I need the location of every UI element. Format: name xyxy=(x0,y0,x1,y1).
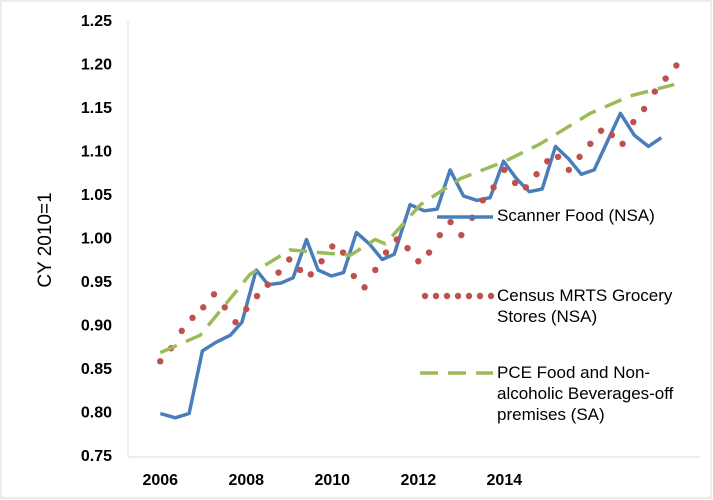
legend-marker xyxy=(454,292,462,300)
data-point xyxy=(393,236,400,243)
y-tick-label: 0.85 xyxy=(81,361,112,378)
data-point xyxy=(565,166,573,174)
data-point xyxy=(318,258,325,265)
y-tick-label: 0.95 xyxy=(81,274,112,291)
data-point xyxy=(404,245,411,252)
data-point xyxy=(490,184,497,191)
y-tick-label: 1.25 xyxy=(81,13,112,30)
data-point xyxy=(662,75,669,82)
data-point xyxy=(372,266,379,274)
data-point xyxy=(522,184,530,191)
y-tick-label: 1.00 xyxy=(81,231,112,248)
legend-label: Census MRTS Grocery Stores (NSA) xyxy=(497,286,673,326)
data-point xyxy=(608,131,616,139)
data-point xyxy=(296,266,304,274)
data-point xyxy=(232,318,239,326)
data-point xyxy=(651,88,659,95)
y-tick-label: 0.90 xyxy=(81,318,112,335)
legend-marker xyxy=(476,292,484,300)
legend-marker xyxy=(443,292,451,300)
data-point xyxy=(533,171,540,178)
x-tick-label: 2008 xyxy=(228,472,264,489)
data-point xyxy=(630,118,637,126)
data-point xyxy=(275,269,282,276)
legend-label: PCE Food and Non-alcoholic Beverages-off… xyxy=(497,363,674,424)
data-point xyxy=(415,258,422,265)
data-point xyxy=(576,153,583,161)
data-point xyxy=(458,231,465,239)
series-line xyxy=(159,111,663,420)
x-tick-label: 2010 xyxy=(314,472,350,489)
data-point xyxy=(587,140,594,147)
y-tick-label: 1.15 xyxy=(81,100,112,117)
data-point xyxy=(640,105,648,113)
data-point xyxy=(157,358,164,365)
data-point xyxy=(447,218,454,226)
legend-label: Scanner Food (NSA) xyxy=(497,206,655,225)
data-point xyxy=(329,243,336,250)
data-point xyxy=(350,272,357,280)
x-tick-label: 2012 xyxy=(401,472,437,489)
data-point xyxy=(479,197,487,204)
legend-marker xyxy=(432,292,440,300)
y-tick-label: 1.20 xyxy=(81,57,112,74)
data-point xyxy=(382,249,390,256)
data-point xyxy=(264,281,271,288)
data-point xyxy=(221,304,228,311)
y-tick-label: 1.05 xyxy=(81,187,112,204)
data-point xyxy=(361,284,368,291)
data-point xyxy=(286,256,293,263)
data-point xyxy=(210,291,218,298)
data-point xyxy=(511,179,519,187)
data-point xyxy=(673,62,680,69)
legend-marker xyxy=(421,292,429,300)
data-point xyxy=(425,249,433,256)
data-point xyxy=(253,292,261,300)
legend-entry: PCE Food and Non-alcoholic Beverages-off… xyxy=(497,363,674,424)
data-point xyxy=(307,271,314,278)
data-point xyxy=(200,304,207,311)
x-tick-label: 2006 xyxy=(142,472,178,489)
data-point xyxy=(339,249,347,256)
legend-entry: Scanner Food (NSA) xyxy=(497,206,655,225)
data-point xyxy=(544,158,551,165)
data-point xyxy=(597,127,605,134)
data-point xyxy=(178,327,185,335)
data-point xyxy=(501,166,508,174)
y-tick-label: 0.80 xyxy=(81,405,112,422)
y-tick-label: 1.10 xyxy=(81,144,112,161)
x-tick-label: 2014 xyxy=(487,472,523,489)
y-tick-label: 0.75 xyxy=(81,448,112,465)
legend-marker xyxy=(465,292,473,300)
data-point xyxy=(619,140,626,147)
series-line xyxy=(159,82,675,355)
y-axis-label: CY 2010=1 xyxy=(35,192,56,287)
data-point xyxy=(189,314,196,321)
data-point xyxy=(436,231,444,239)
data-point xyxy=(243,305,250,313)
legend-marker xyxy=(487,292,495,300)
data-point xyxy=(554,153,562,161)
legend-entry: Census MRTS Grocery Stores (NSA) xyxy=(497,286,673,326)
